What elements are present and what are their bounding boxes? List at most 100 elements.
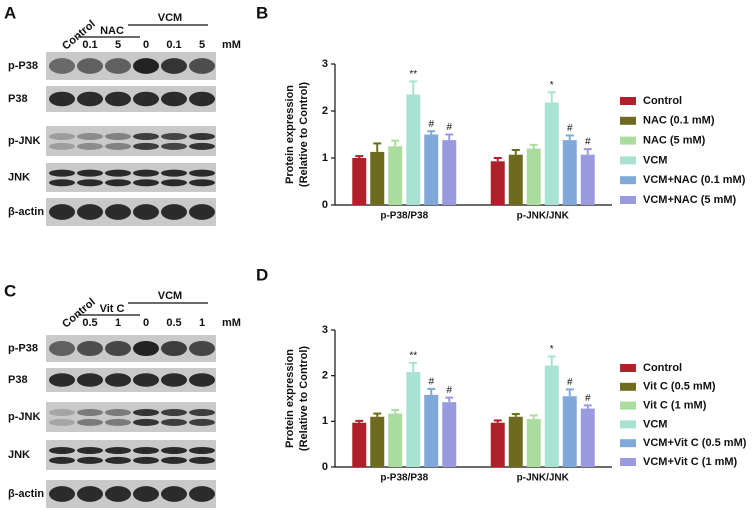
y-tick-label: 0 [322, 199, 328, 211]
blot-band [189, 204, 215, 220]
blot-band [161, 142, 187, 150]
blot-band [133, 142, 159, 150]
blot-band [161, 91, 187, 107]
blot-band [161, 179, 187, 187]
blot-band [49, 373, 75, 387]
blot-band [161, 169, 187, 177]
legend-swatch [620, 382, 636, 391]
bar [508, 154, 523, 205]
row-label: p-P38 [8, 60, 38, 72]
legend-label: VCM+NAC (0.1 mM) [643, 174, 746, 186]
blot-band [105, 204, 131, 220]
blot-band [105, 486, 131, 502]
blot-band [161, 58, 187, 74]
legend-swatch [620, 364, 636, 372]
row-label: p-JNK [8, 411, 40, 423]
bar [442, 402, 457, 467]
significance-mark: # [428, 377, 434, 388]
y-tick-label: 1 [322, 152, 328, 164]
blot-band [77, 418, 103, 426]
bar [544, 365, 559, 467]
bar [370, 416, 385, 467]
x-tick-label: p-JNK/JNK [517, 473, 570, 484]
blot-band [161, 456, 187, 464]
blot-band [49, 340, 75, 357]
lane-label: 0.5 [166, 317, 181, 329]
blot-band [77, 179, 103, 187]
panel-label: B [256, 3, 268, 22]
bar [526, 419, 541, 467]
panel-label: C [4, 281, 16, 300]
blot-band [133, 418, 159, 426]
x-tick-label: p-P38/P38 [380, 211, 428, 222]
bar [580, 154, 595, 205]
significance-mark: # [567, 377, 573, 388]
blot-band [161, 486, 187, 502]
legend-swatch [620, 439, 636, 448]
y-axis-label: (Relative to Control) [298, 346, 310, 451]
blot-band [105, 169, 131, 177]
y-axis-label: (Relative to Control) [298, 82, 310, 187]
blot-band [133, 169, 159, 177]
significance-mark: * [550, 80, 554, 91]
blot-band [77, 169, 103, 177]
significance-mark: # [585, 137, 591, 148]
unit-label: mM [222, 39, 241, 51]
blot-band [133, 58, 159, 74]
bar [424, 134, 439, 205]
blot-band [161, 340, 187, 357]
blot-band [189, 409, 215, 416]
blot-band [49, 142, 75, 150]
blot-strip [46, 163, 216, 192]
row-label: JNK [8, 449, 30, 461]
blot-band [161, 418, 187, 426]
blot-band [133, 340, 159, 357]
blot-band [77, 91, 103, 107]
unit-label: mM [222, 317, 241, 329]
blot-band [49, 91, 75, 107]
blot-band [105, 456, 131, 464]
legend-label: VCM+NAC (5 mM) [643, 194, 737, 206]
blot-band [49, 418, 75, 426]
blot-band [189, 179, 215, 187]
blot-band [189, 373, 215, 387]
legend-swatch [620, 156, 636, 165]
y-axis-label: Protein expression [284, 85, 296, 184]
lane-label: 5 [199, 39, 205, 51]
blot-band [49, 204, 75, 220]
lane-label: 5 [115, 39, 121, 51]
outer-label: VCM [158, 12, 182, 24]
blot-band [49, 409, 75, 416]
lane-label: 0 [143, 39, 149, 51]
panel-label: D [256, 265, 268, 284]
y-tick-label: 2 [322, 105, 328, 117]
blot-band [49, 133, 75, 140]
blot-band [105, 340, 131, 357]
blot-band [189, 486, 215, 502]
bar [580, 408, 595, 467]
blot-band [49, 447, 75, 454]
row-label: β-actin [8, 488, 44, 500]
blot-band [133, 447, 159, 454]
bar [526, 148, 541, 205]
blot-band [77, 456, 103, 464]
outer-label: VCM [158, 290, 182, 302]
blot-band [77, 58, 103, 74]
blot-band [77, 373, 103, 387]
legend-label: VCM+Vit C (0.5 mM) [643, 437, 747, 449]
legend-swatch [620, 401, 636, 410]
legend-swatch [620, 196, 636, 204]
blot-band [49, 169, 75, 177]
legend-label: VCM [643, 418, 667, 430]
blot-band [105, 58, 131, 74]
blot-band [77, 204, 103, 220]
legend-swatch [620, 116, 636, 125]
blot-band [161, 133, 187, 140]
row-label: β-actin [8, 206, 44, 218]
row-label: P38 [8, 93, 28, 105]
significance-mark: # [567, 123, 573, 134]
panel-label: A [4, 3, 16, 22]
bar [490, 161, 505, 205]
blot-band [49, 486, 75, 502]
bar [562, 140, 577, 205]
